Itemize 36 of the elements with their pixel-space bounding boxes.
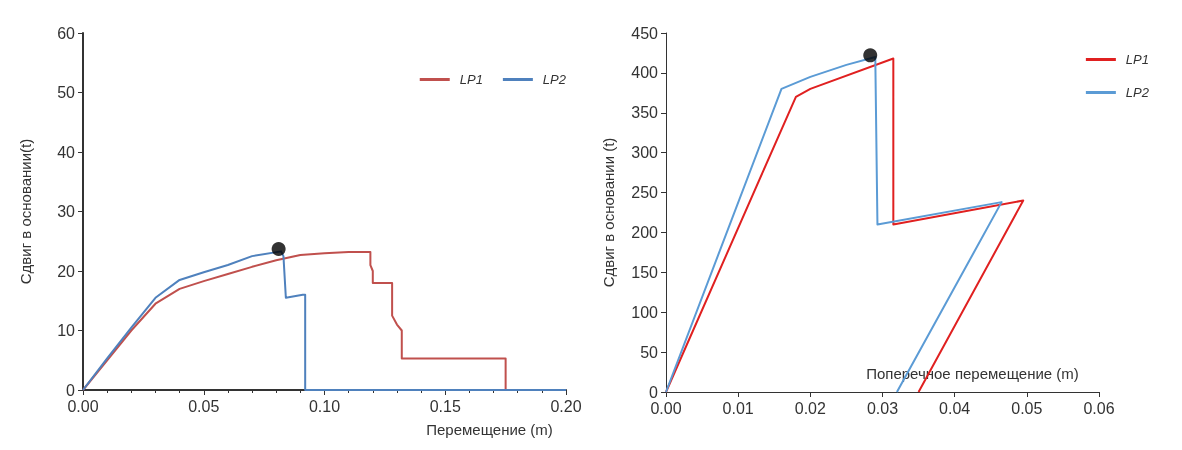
legend-label: LP2 — [1125, 85, 1150, 100]
x-tick-label: 0.06 — [1083, 399, 1115, 417]
y-tick-label: 450 — [631, 24, 659, 42]
x-tick-label: 0.05 — [1011, 399, 1043, 417]
legend-label: LP2 — [542, 72, 567, 87]
y-tick-label: 0 — [66, 381, 76, 399]
y-tick-label: 30 — [57, 203, 76, 220]
y-axis-title: Сдвиг в основании(t) — [17, 138, 34, 285]
x-tick-label: 0.01 — [722, 399, 754, 417]
y-tick-label: 50 — [57, 84, 76, 101]
x-tick-label: 0.03 — [866, 399, 899, 417]
legend-label: LP1 — [1125, 52, 1150, 67]
y-tick-label: 40 — [57, 143, 76, 161]
legend-label: LP1 — [459, 72, 483, 87]
y-axis-title: Сдвиг в основании (t) — [600, 137, 617, 288]
y-tick-label: 250 — [631, 184, 659, 202]
x-tick-label: 0.20 — [550, 397, 582, 415]
y-tick-label: 60 — [57, 24, 76, 42]
y-tick-label: 100 — [631, 303, 659, 321]
x-tick-label: 0.05 — [188, 397, 220, 415]
x-tick-label: 0.00 — [650, 399, 682, 417]
y-tick-label: 10 — [57, 322, 76, 339]
x-tick-label: 0.02 — [794, 399, 827, 417]
x-tick-label: 0.10 — [308, 397, 341, 415]
y-tick-label: 20 — [57, 262, 76, 280]
y-tick-label: 350 — [631, 104, 659, 122]
y-tick-label: 400 — [631, 64, 659, 82]
y-tick-label: 300 — [631, 144, 659, 162]
y-tick-label: 150 — [631, 263, 659, 281]
x-tick-label: 0.04 — [939, 399, 971, 417]
x-axis-title: Перемещение (m) — [426, 421, 553, 438]
y-tick-label: 200 — [631, 223, 659, 241]
y-tick-label: 0 — [649, 383, 659, 401]
x-tick-label: 0.15 — [429, 397, 461, 415]
x-tick-label: 0.00 — [67, 397, 99, 415]
y-tick-label: 50 — [640, 343, 659, 361]
